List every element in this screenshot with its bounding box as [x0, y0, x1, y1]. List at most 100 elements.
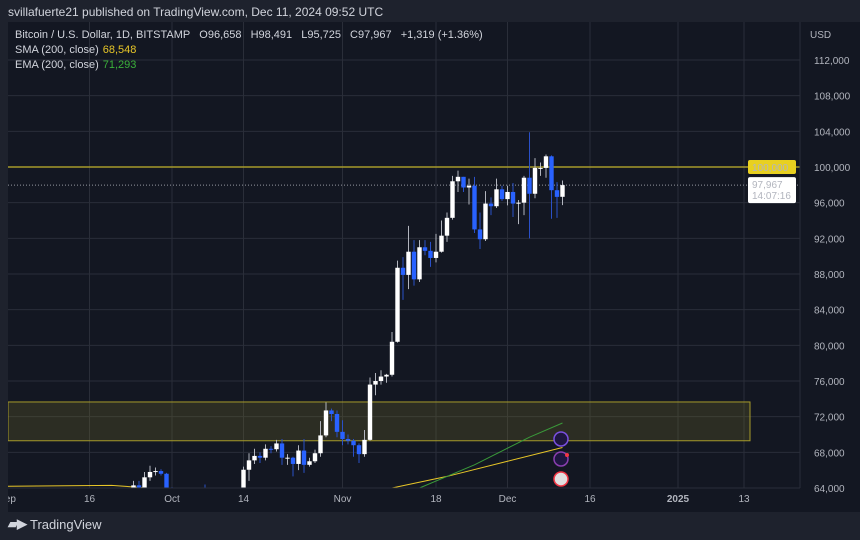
candle-body	[334, 414, 340, 432]
ohlc-close: C97,967	[350, 29, 392, 41]
candle-body	[279, 443, 285, 458]
candle-body	[290, 457, 296, 464]
level-price-tag	[748, 160, 796, 175]
time-tick: 16	[584, 494, 596, 505]
candle-body	[455, 176, 461, 182]
candle-body	[450, 181, 455, 218]
us-flag-event-icon	[553, 471, 569, 487]
sma-line	[8, 446, 563, 488]
candle-body	[230, 495, 234, 501]
candle-body	[505, 191, 510, 200]
candle-body	[246, 460, 252, 470]
price-tick: 68,000	[814, 448, 845, 459]
candle-body	[252, 455, 257, 461]
candle-body	[307, 461, 312, 465]
candle-body	[444, 217, 450, 236]
plot-layer	[8, 132, 800, 512]
current-price-label: 97,967	[752, 180, 783, 191]
price-tick: 92,000	[814, 234, 845, 245]
candle-body	[131, 485, 136, 488]
symbol-row: Bitcoin / U.S. Dollar, 1D, BITSTAMP O96,…	[15, 28, 489, 43]
ema-value: 71,293	[102, 59, 137, 71]
current-price-tag	[748, 177, 796, 204]
candle-body	[158, 471, 164, 474]
candle-body	[549, 156, 554, 191]
sma-label: SMA (200, close)	[15, 44, 99, 56]
time-tick: Nov	[334, 494, 352, 505]
ema-row[interactable]: EMA (200, close) 71,293	[15, 58, 489, 73]
candle-body	[384, 374, 389, 377]
ema-label: EMA (200, close)	[15, 59, 99, 71]
candle-body	[499, 189, 505, 200]
candle-body	[268, 448, 274, 450]
time-tick: 16	[84, 494, 96, 505]
candle-body	[389, 341, 395, 375]
candle-body	[323, 410, 329, 436]
candle-body	[285, 457, 290, 459]
level-price-label: 100,000	[752, 163, 789, 174]
lightning-event-icon	[553, 451, 569, 467]
bar-countdown: 14:07:16	[752, 191, 791, 202]
candle-body	[208, 504, 212, 505]
candle-body	[225, 501, 229, 512]
candle-body	[192, 505, 196, 506]
candle-body	[411, 251, 417, 280]
candle-body	[483, 203, 488, 240]
candle-body	[274, 443, 279, 450]
candle-body	[538, 167, 543, 169]
price-change: +1,319 (+1.36%)	[400, 29, 483, 41]
price-chart[interactable]: USD 112,000 108,000 104,000 100,000 96,000 92,…	[8, 22, 860, 512]
candle-body	[395, 267, 400, 342]
time-tick: 13	[738, 494, 750, 505]
time-tick: Sep	[8, 494, 16, 505]
candle-body	[560, 185, 565, 197]
time-tick: Dec	[499, 494, 517, 505]
candle-body	[373, 381, 378, 385]
candle-body	[197, 499, 201, 506]
chart-area[interactable]: USD 112,000 108,000 104,000 100,000 96,000 92,…	[8, 22, 860, 512]
candle-body	[494, 189, 499, 207]
candle-body	[516, 202, 521, 204]
time-tick: 18	[430, 494, 442, 505]
ema-line	[419, 422, 563, 488]
chart-legend: Bitcoin / U.S. Dollar, 1D, BITSTAMP O96,…	[15, 28, 489, 73]
candle-body	[461, 176, 466, 188]
candle-body	[400, 267, 406, 275]
sma-row[interactable]: SMA (200, close) 68,548	[15, 43, 489, 58]
candle-body	[257, 455, 263, 458]
candle-body	[329, 410, 334, 415]
star-event-icon	[553, 431, 569, 447]
price-tick: 72,000	[814, 413, 845, 424]
candle-body	[318, 435, 323, 454]
candle-body	[263, 448, 268, 458]
candle-body	[510, 191, 516, 204]
candle-body	[422, 247, 428, 251]
candle-body	[214, 505, 218, 512]
candle-body	[312, 453, 318, 462]
candle-body	[433, 251, 439, 258]
ohlc-open: O96,658	[199, 29, 242, 41]
price-tick: 108,000	[814, 92, 851, 103]
candle-body	[351, 440, 356, 446]
candle-body	[543, 156, 549, 168]
tradingview-logo-icon: ▰▶	[8, 516, 27, 531]
brand-name: TradingView	[30, 516, 102, 532]
candle-body	[142, 477, 147, 488]
candle-body	[164, 473, 169, 488]
candle-body	[367, 384, 373, 440]
footer-brand[interactable]: ▰▶ TradingView	[8, 516, 102, 532]
candle-body	[345, 438, 351, 441]
symbol-name[interactable]: Bitcoin / U.S. Dollar, 1D, BITSTAMP	[15, 29, 191, 41]
candle-body	[527, 177, 532, 194]
candle-body	[301, 450, 307, 465]
price-tick: 112,000	[814, 56, 850, 67]
candle-body	[488, 203, 494, 207]
price-tick: 104,000	[814, 127, 851, 138]
candle-body	[466, 185, 472, 188]
sma-value: 68,548	[102, 44, 137, 56]
candle-body	[153, 471, 158, 473]
candle-body	[296, 450, 301, 464]
price-tick: 76,000	[814, 377, 845, 388]
candle-body	[378, 376, 384, 382]
candle-body	[428, 250, 433, 258]
